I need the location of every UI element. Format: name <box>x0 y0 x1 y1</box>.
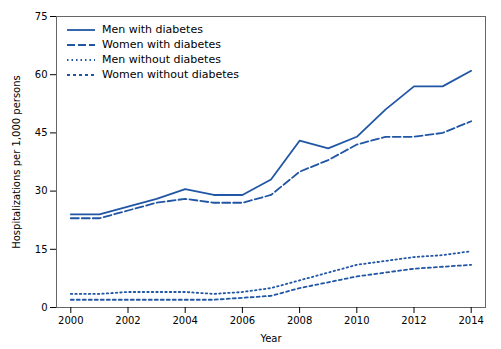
html-text:Men without diabetes: Men without diabetes <box>102 53 221 66</box>
svg-text:2006: 2006 <box>230 315 255 326</box>
html-text:Men with diabetes: Men with diabetes <box>102 23 203 36</box>
svg-text:2000: 2000 <box>58 315 83 326</box>
svg-text:2014: 2014 <box>458 315 483 326</box>
svg-text:2008: 2008 <box>287 315 312 326</box>
html-text:Women with diabetes: Women with diabetes <box>102 38 222 51</box>
svg-text:0: 0 <box>41 302 47 313</box>
svg-text:2002: 2002 <box>115 315 140 326</box>
svg-text:75: 75 <box>35 11 48 22</box>
svg-text:2010: 2010 <box>344 315 369 326</box>
svg-text:45: 45 <box>35 127 48 138</box>
svg-text:Hospitalizations per 1,000 per: Hospitalizations per 1,000 persons <box>11 75 22 249</box>
svg-text:15: 15 <box>35 244 48 255</box>
svg-text:2012: 2012 <box>401 315 426 326</box>
svg-text:60: 60 <box>35 69 48 80</box>
html-text:Women without diabetes: Women without diabetes <box>102 68 240 81</box>
svg-text:2004: 2004 <box>172 315 197 326</box>
svg-text:Year: Year <box>259 333 282 344</box>
svg-text:30: 30 <box>35 185 48 196</box>
